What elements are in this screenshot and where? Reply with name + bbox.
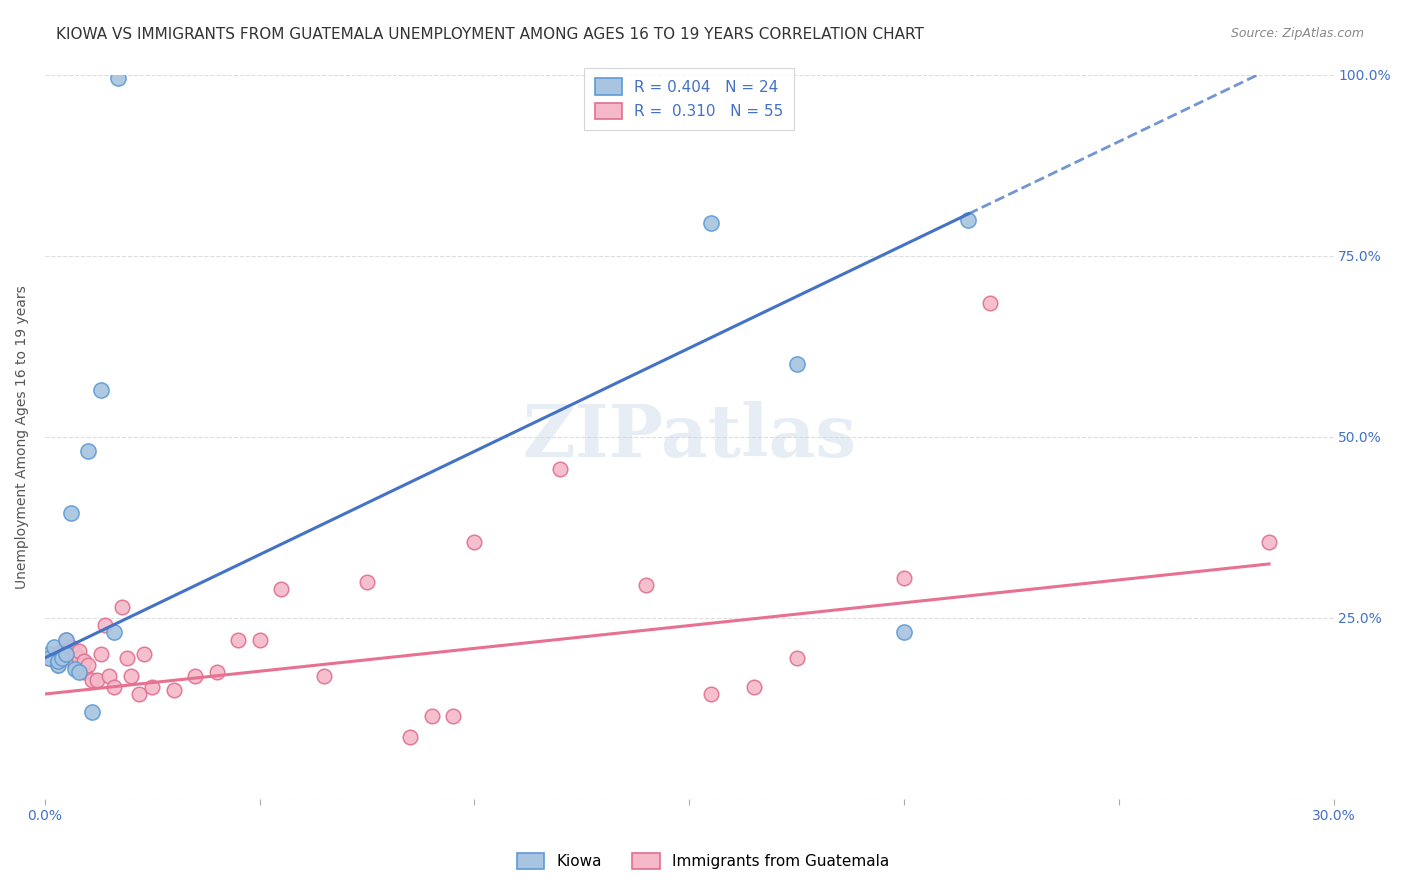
Point: [120, 669, 142, 683]
Point: [72, 655, 94, 669]
Point: [86, 673, 108, 687]
Point: [699, 216, 721, 230]
Point: [63, 647, 86, 661]
Point: [128, 687, 150, 701]
Point: [111, 600, 134, 615]
Point: [441, 708, 464, 723]
Point: [67, 643, 90, 657]
Point: [82, 705, 104, 719]
Point: [90, 383, 112, 397]
Text: ZIPatlas: ZIPatlas: [522, 401, 856, 473]
Point: [399, 731, 422, 745]
Point: [1258, 534, 1281, 549]
Point: [107, 71, 129, 86]
Point: [46, 658, 69, 673]
Point: [38, 647, 60, 661]
Point: [46, 655, 69, 669]
Point: [51, 643, 73, 657]
Point: [636, 578, 658, 592]
Point: [55, 632, 77, 647]
Point: [957, 212, 980, 227]
Text: KIOWA VS IMMIGRANTS FROM GUATEMALA UNEMPLOYMENT AMONG AGES 16 TO 19 YEARS CORREL: KIOWA VS IMMIGRANTS FROM GUATEMALA UNEMP…: [56, 27, 924, 42]
Point: [356, 574, 378, 589]
Point: [786, 650, 808, 665]
Point: [249, 632, 271, 647]
Point: [38, 650, 60, 665]
Point: [67, 650, 90, 665]
Point: [42, 647, 65, 661]
Point: [98, 669, 121, 683]
Point: [314, 669, 336, 683]
Point: [103, 625, 125, 640]
Point: [979, 295, 1001, 310]
Point: [38, 650, 60, 665]
Point: [51, 650, 73, 665]
Point: [72, 665, 94, 680]
Point: [270, 582, 292, 596]
Point: [132, 647, 155, 661]
Point: [94, 618, 117, 632]
Text: Source: ZipAtlas.com: Source: ZipAtlas.com: [1230, 27, 1364, 40]
Point: [550, 462, 572, 476]
Point: [59, 506, 82, 520]
Point: [46, 655, 69, 669]
Point: [59, 640, 82, 654]
Point: [63, 658, 86, 673]
Point: [55, 647, 77, 661]
Point: [103, 680, 125, 694]
Point: [63, 662, 86, 676]
Point: [141, 680, 163, 694]
Point: [226, 632, 249, 647]
Legend: R = 0.404   N = 24, R =  0.310   N = 55: R = 0.404 N = 24, R = 0.310 N = 55: [583, 68, 794, 130]
Point: [90, 647, 112, 661]
Point: [786, 358, 808, 372]
Point: [77, 658, 100, 673]
Point: [742, 680, 765, 694]
Point: [115, 650, 138, 665]
Point: [59, 650, 82, 665]
Point: [46, 658, 69, 673]
Point: [420, 708, 443, 723]
Point: [55, 640, 77, 654]
Point: [463, 534, 485, 549]
Point: [51, 650, 73, 665]
Point: [699, 687, 721, 701]
Point: [67, 665, 90, 680]
Y-axis label: Unemployment Among Ages 16 to 19 years: Unemployment Among Ages 16 to 19 years: [15, 285, 30, 589]
Point: [893, 571, 915, 585]
Point: [82, 673, 104, 687]
Point: [893, 625, 915, 640]
Point: [184, 669, 207, 683]
Point: [163, 683, 186, 698]
Point: [55, 647, 77, 661]
Legend: Kiowa, Immigrants from Guatemala: Kiowa, Immigrants from Guatemala: [510, 847, 896, 875]
Point: [77, 444, 100, 458]
Point: [55, 632, 77, 647]
Point: [205, 665, 228, 680]
Point: [42, 640, 65, 654]
